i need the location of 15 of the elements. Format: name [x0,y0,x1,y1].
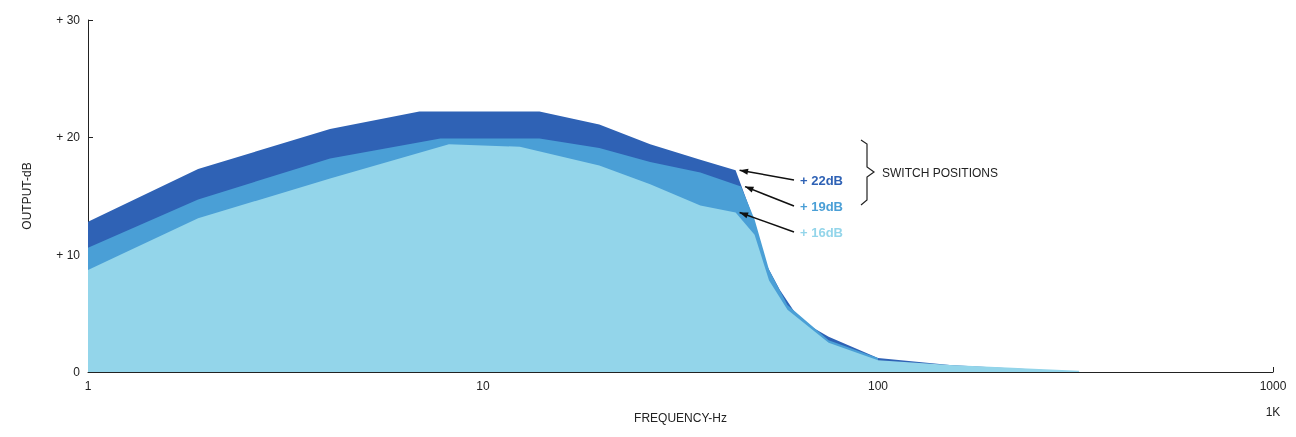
y-tick-label: + 30 [56,13,81,27]
text: + 16dB [800,224,843,240]
y-tick-label: + 10 [56,247,81,262]
x-tick-label: 1000 [1259,379,1287,393]
text: 1K [1265,405,1281,419]
x-axis-title: FREQUENCY-Hz [634,411,727,425]
x-tick-label: 1 [84,379,92,393]
text: + 19dB [800,198,843,214]
y-tick-label: + 20 [56,130,81,145]
annotation: SWITCH POSITIONS [882,165,999,180]
y-axis-title: OUTPUT-dB [20,162,34,230]
y-tick-label: 0 [73,365,81,379]
text: + 22dB [800,172,843,188]
x-tick-label: 10 [476,379,490,393]
x-tick-label: 100 [867,379,889,393]
